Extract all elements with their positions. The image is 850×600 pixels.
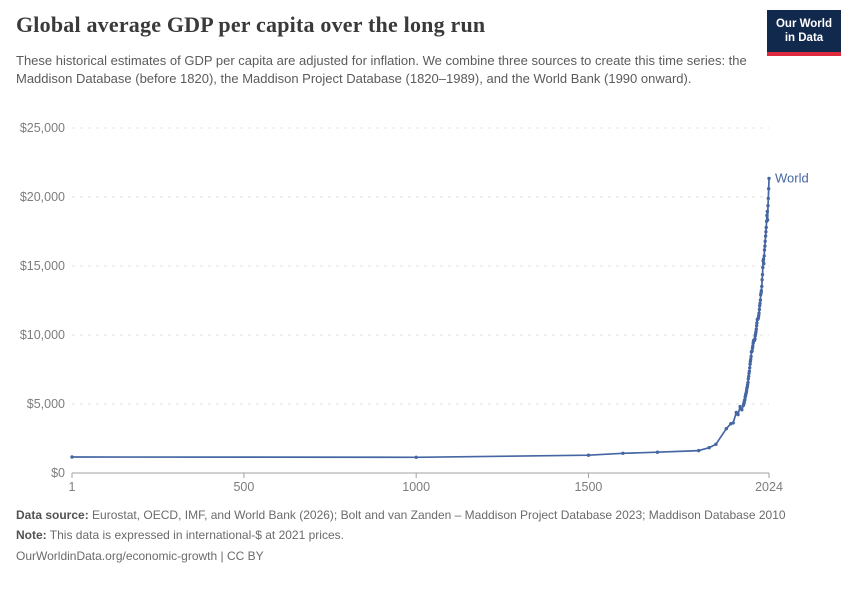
data-point-marker [763, 244, 767, 248]
world-gdp-line[interactable] [71, 177, 770, 459]
data-point-marker [746, 380, 750, 385]
x-tick-label: 1 [69, 480, 76, 494]
data-source-label: Data source: [16, 508, 89, 522]
data-point-marker [746, 377, 750, 381]
page-title: Global average GDP per capita over the l… [16, 12, 486, 37]
data-point-marker [764, 225, 768, 230]
data-point-marker [765, 218, 770, 222]
data-point-marker [766, 196, 770, 201]
data-point-marker [714, 442, 718, 446]
data-point-marker [760, 284, 764, 289]
series-label-world[interactable]: World [775, 170, 809, 185]
y-tick-label: $20,000 [20, 190, 65, 204]
x-tick-label: 1500 [575, 480, 603, 494]
y-tick-label: $0 [51, 466, 65, 480]
data-point-marker [767, 187, 771, 191]
note-text: This data is expressed in international-… [46, 528, 344, 543]
owid-logo-line2: in Data [784, 32, 824, 45]
data-point-marker [750, 349, 754, 353]
data-point-marker [70, 455, 74, 459]
data-point-marker [738, 404, 742, 409]
owid-logo[interactable]: Our World in Data [767, 10, 841, 56]
data-point-marker [759, 289, 764, 293]
x-tick-label: 2024 [755, 480, 783, 494]
data-point-marker [751, 344, 755, 348]
x-tick-label: 500 [233, 480, 254, 494]
data-point-marker [761, 257, 766, 261]
data-point-marker [754, 327, 758, 331]
data-point-marker [757, 311, 761, 315]
data-point-marker [757, 314, 761, 318]
data-point-marker [760, 278, 764, 282]
note-label: Note: [16, 528, 47, 543]
data-point-marker [758, 298, 763, 302]
data-point-marker [754, 330, 758, 334]
y-tick-label: $10,000 [20, 328, 65, 342]
data-point-marker [707, 446, 711, 450]
data-point-marker [414, 455, 418, 459]
data-point-marker [758, 301, 762, 306]
owid-url-line[interactable]: OurWorldinData.org/economic-growth | CC … [16, 548, 264, 563]
chart-subtitle: These historical estimates of GDP per ca… [16, 53, 747, 87]
data-point-marker [765, 209, 769, 214]
chart-footer: Data source: Eurostat, OECD, IMF, and Wo… [16, 507, 838, 568]
data-point-marker [763, 239, 767, 243]
data-point-marker [743, 398, 747, 402]
data-point-marker [697, 448, 701, 453]
data-point-marker [749, 354, 753, 359]
data-point-marker [755, 321, 759, 325]
data-point-marker [753, 337, 757, 341]
data-point-marker [760, 272, 765, 277]
data-point-marker [586, 453, 591, 457]
y-tick-label: $15,000 [20, 259, 65, 273]
data-source-text: Eurostat, OECD, IMF, and World Bank (202… [88, 508, 786, 522]
data-point-marker [763, 234, 768, 238]
data-point-marker [747, 369, 752, 373]
data-point-marker [765, 213, 769, 218]
data-point-marker [748, 366, 752, 370]
owid-logo-line1: Our World [775, 18, 832, 30]
data-point-marker [762, 248, 767, 252]
data-point-marker [766, 204, 770, 208]
data-point-marker [757, 307, 762, 312]
x-tick-label: 1000 [402, 480, 430, 494]
data-point-marker [764, 230, 768, 234]
note-line: Note: This data is expressed in internat… [16, 527, 838, 544]
data-point-marker [761, 265, 765, 270]
data-point-marker [762, 254, 766, 258]
data-point-marker [731, 421, 735, 425]
data-source-line: Data source: Eurostat, OECD, IMF, and Wo… [16, 507, 838, 524]
data-point-marker [724, 427, 728, 431]
data-point-marker [767, 176, 771, 181]
data-point-marker [655, 450, 660, 454]
y-tick-label: $5,000 [27, 397, 65, 411]
data-point-marker [748, 362, 752, 366]
data-point-marker [621, 451, 625, 455]
data-point-marker [740, 408, 744, 412]
y-tick-label: $25,000 [20, 121, 65, 135]
data-point-marker [749, 357, 753, 362]
data-point-marker [736, 412, 740, 417]
data-point-marker [754, 324, 759, 328]
data-point-marker [762, 262, 766, 266]
data-point-marker [747, 374, 751, 379]
